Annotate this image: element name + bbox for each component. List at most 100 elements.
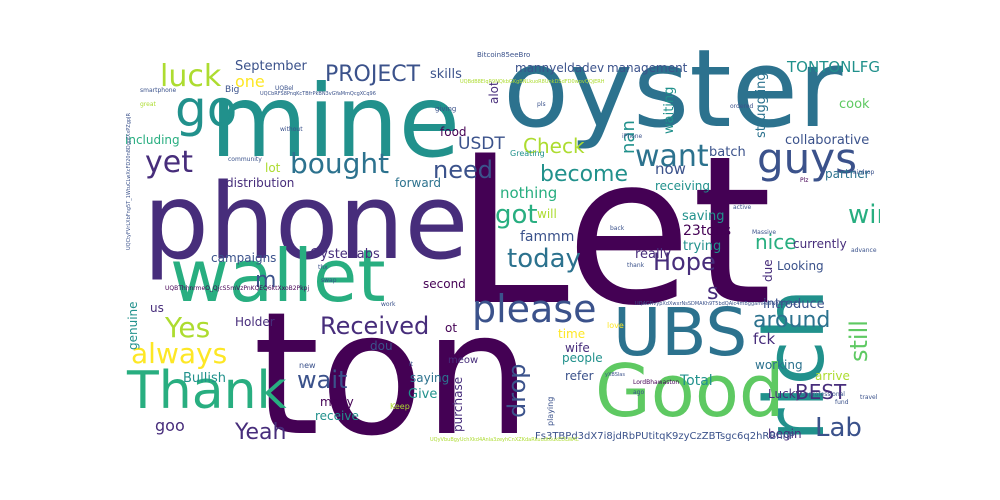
word-mannyeldadev: mannyeldadev — [515, 61, 605, 75]
word-address-vertical: UQCtyFVrLXbFng5T_1WtuCLwXcFD20n8DgpfXxPZ… — [126, 112, 132, 250]
word-collaborative: collaborative — [785, 133, 870, 148]
word-bitcoin: Bitcoin85eeBro — [477, 51, 531, 59]
word-tontonlfg: TONTONLFG — [787, 58, 880, 76]
word-around: around — [753, 308, 831, 333]
word-unprofessional: unprofessional — [801, 391, 845, 398]
word-ot: ot — [445, 321, 458, 335]
word-yeah: Yeah — [235, 420, 287, 445]
word-best: BEST — [795, 380, 847, 404]
word-ago: ago — [633, 389, 645, 396]
word-give: Give — [408, 387, 438, 402]
word-total: Total — [680, 373, 713, 389]
word-receive: receive — [315, 409, 359, 423]
word-please: please — [472, 287, 597, 331]
word-m: m — [255, 268, 277, 293]
word-food: food — [440, 125, 467, 139]
word-greeting: Greating — [510, 149, 545, 158]
word-forward: forward — [395, 176, 442, 190]
word-still: still — [845, 320, 873, 362]
word-yes: Yes — [165, 311, 211, 344]
word-struggling: struggling — [754, 72, 769, 138]
word-luck: luck — [160, 59, 222, 94]
word-ubs: UBS — [613, 294, 748, 371]
word-goo: goo — [155, 416, 185, 435]
word-campaigns: campaigns — [211, 251, 277, 265]
word-today: today — [507, 244, 581, 274]
word-ybsl: yXBSlas — [605, 372, 625, 378]
word-mine: mine — [210, 63, 461, 180]
word-playing: playing — [546, 396, 555, 426]
word-community: community — [228, 156, 262, 163]
word-usdt: USDT — [458, 134, 505, 154]
word-receiving: receiving — [655, 179, 711, 193]
word-work: work — [381, 301, 396, 308]
word-got: got — [495, 200, 538, 230]
word-meow: meow — [448, 355, 479, 366]
word-fund: fund — [835, 399, 849, 406]
word-many: many — [320, 395, 354, 409]
word-address-uqag: UQAGRvypXdXwxrNsSDMAKh9T5bdQAic4mBggamRe… — [635, 301, 802, 307]
word-s: s — [707, 280, 719, 305]
word-good: Good — [595, 349, 785, 433]
word-arrive: arrive — [815, 369, 850, 383]
word-ordered: ordered — [730, 103, 754, 110]
word-address-uqbt: UQBThhnrmeO_QjcS5mVzPnKQEQ6ktXxoB2Pkpj — [165, 285, 310, 292]
word-address-uqb-top: UQBdB8ElqR9NQkbGKgBNLkuoR8UnkDSdFD0wpvQQ… — [460, 79, 605, 85]
word-address-bottom: UQyVbuBgyUchXkd4Anla3zeyhCnXZKdaRkuudt6u… — [430, 437, 579, 443]
word-wife: wife — [565, 341, 590, 355]
word-plz: Plz — [800, 177, 809, 184]
word-keep: Keep — [390, 402, 410, 411]
word-let: Let — [455, 113, 773, 351]
word-go: go — [175, 80, 238, 138]
word-check: Check — [523, 134, 585, 158]
word-new: new — [299, 361, 316, 370]
word-now: now — [655, 160, 686, 178]
word-waiting: waiting — [662, 86, 677, 134]
word-wait: wait — [297, 366, 348, 394]
word-back: back — [610, 225, 625, 232]
word-guys: guys — [757, 134, 858, 183]
word-uqbel: UQBel — [275, 85, 294, 92]
word-win: win — [848, 200, 880, 230]
word-project: PROJECT — [325, 62, 421, 87]
word-nothing: nothing — [500, 184, 558, 202]
word-lab: Lab — [815, 413, 862, 443]
word-refer: refer — [565, 369, 594, 383]
word-really: really — [635, 247, 671, 262]
word-need: need — [433, 156, 493, 184]
word-bought: bought — [290, 147, 390, 180]
word-including: including — [125, 133, 180, 147]
word-wallet: wallet — [170, 234, 386, 318]
word-lordbhawaston: LordBhawaston — [633, 379, 680, 386]
word-batch: batch — [709, 145, 746, 160]
word-great: great — [140, 101, 156, 108]
word-holder: Holder — [235, 315, 275, 329]
word-oysterlabs: Oysterlabs — [310, 247, 380, 262]
word-currently: currently — [793, 237, 847, 251]
word-travel: travel — [860, 394, 878, 401]
word-trying: trying — [683, 239, 722, 254]
word-swap: swap — [321, 277, 337, 284]
word-due: due — [761, 259, 775, 282]
word-introduce: introduce — [763, 297, 825, 312]
word-will: will — [537, 207, 557, 221]
word-want: want — [635, 139, 709, 174]
word-nice: nice — [755, 230, 797, 254]
word-begin: begin — [768, 427, 802, 441]
word-big: Big — [225, 85, 240, 95]
word-iphone: iPhone — [622, 133, 643, 140]
word-airdrop: airdrop — [853, 169, 875, 176]
word-thx: thx — [318, 264, 328, 271]
word-cloud: Let ton oyster phone mine wallet rich Go… — [125, 50, 880, 450]
word-always: always — [131, 337, 228, 370]
word-management: management — [607, 61, 688, 75]
word-lot: lot — [265, 161, 281, 175]
word-address-top2: UQCbRFS8PnqKcTBfrPkBN3vGYaMmQcgXCq96 — [260, 91, 376, 97]
word-saying: saying — [410, 371, 450, 385]
word-bullish: Bullish — [183, 371, 227, 386]
word-yet: yet — [145, 145, 193, 180]
word-september: September — [235, 59, 307, 74]
word-us: us — [150, 301, 164, 315]
word-address-fs3: Fs3TBPd3dX7i8jdRbPUtitqK9zyCzZBTsgc6q2hR… — [535, 431, 795, 442]
word-one: one — [235, 72, 265, 91]
